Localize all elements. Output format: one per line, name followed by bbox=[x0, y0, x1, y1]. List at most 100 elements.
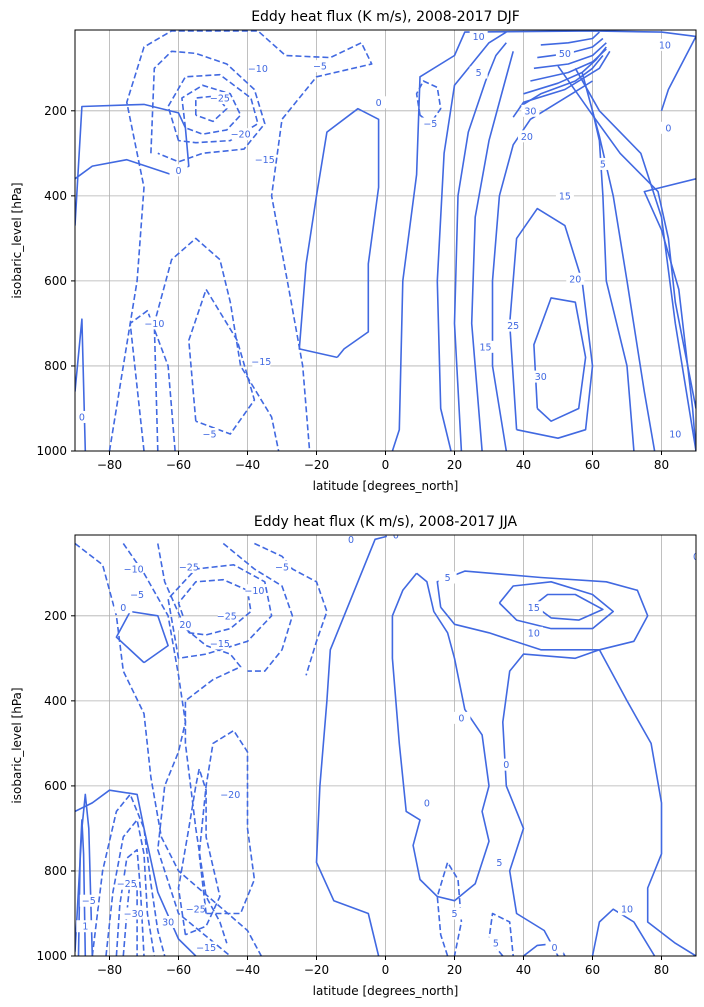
contour-positive bbox=[540, 31, 600, 46]
contour-label: 10 bbox=[659, 40, 671, 51]
contour-label-bg bbox=[452, 711, 471, 724]
contour-label: 15 bbox=[559, 191, 571, 202]
contour-label-bg bbox=[438, 571, 457, 584]
contour-label-bg bbox=[490, 856, 509, 869]
contour-label: 0 bbox=[393, 531, 399, 542]
contour-label-bg bbox=[210, 92, 229, 105]
contour-label: 30 bbox=[524, 106, 536, 117]
contour-label: −15 bbox=[210, 639, 230, 650]
contour-label-bg bbox=[593, 157, 612, 170]
contour-negative bbox=[108, 30, 373, 451]
contour-label-bg bbox=[169, 164, 188, 177]
y-tick-label: 400 bbox=[44, 189, 67, 203]
contour-label: −5 bbox=[82, 896, 96, 907]
contour-label-bg bbox=[618, 903, 636, 916]
contour-label: 0 bbox=[458, 713, 464, 724]
contour-label: 20 bbox=[569, 274, 581, 285]
contour-label-bg bbox=[245, 584, 264, 597]
contour-label: −10 bbox=[248, 64, 268, 75]
contour-positive bbox=[591, 110, 635, 451]
contour-label: 5 bbox=[493, 939, 499, 950]
contour-label: 20 bbox=[521, 132, 533, 143]
contour-label: 5 bbox=[496, 858, 502, 869]
x-tick-label: 60 bbox=[585, 963, 600, 977]
contour-label-bg bbox=[159, 915, 178, 928]
contour-positive bbox=[519, 54, 604, 108]
contour-label: −20 bbox=[231, 130, 251, 141]
contour-label: 0 bbox=[693, 552, 699, 563]
contour-positive bbox=[315, 535, 393, 956]
contour-label-bg bbox=[252, 355, 271, 368]
jja-panel: 0 00−10−50−2520−25−10−5−15−2051510000−25−… bbox=[10, 514, 699, 998]
contour-label: 10 bbox=[473, 32, 485, 43]
contour-label: −25 bbox=[210, 94, 230, 105]
contour-label: −15 bbox=[196, 943, 216, 954]
contour-label: −10 bbox=[144, 319, 164, 330]
contour-label: 5 bbox=[476, 68, 482, 79]
x-tick-label: 40 bbox=[516, 963, 531, 977]
x-tick-label: −80 bbox=[97, 458, 122, 472]
djf-y-axis-label: isobaric_level [hPa] bbox=[10, 182, 24, 298]
y-tick-label: 600 bbox=[44, 779, 67, 793]
y-tick-label: 1000 bbox=[36, 949, 67, 963]
contour-positive bbox=[436, 570, 649, 651]
contour-negative bbox=[181, 84, 242, 135]
contour-label: −15 bbox=[251, 357, 271, 368]
contour-negative bbox=[150, 50, 266, 163]
contour-label-bg bbox=[117, 877, 136, 890]
contour-positive bbox=[453, 42, 507, 451]
contour-label: 0 bbox=[348, 535, 354, 546]
contour-label-bg bbox=[555, 47, 574, 60]
x-tick-label: 20 bbox=[447, 458, 462, 472]
contour-label-bg bbox=[545, 941, 564, 954]
contour-label: 0 bbox=[503, 760, 509, 771]
contour-label: −5 bbox=[313, 62, 327, 73]
contour-label: 5 bbox=[451, 909, 457, 920]
contour-negative bbox=[75, 542, 263, 956]
contour-label: 20 bbox=[179, 620, 191, 631]
contour-label: 30 bbox=[162, 917, 174, 928]
y-tick-label: 200 bbox=[44, 609, 67, 623]
contour-label-bg bbox=[469, 30, 488, 43]
y-tick-label: 800 bbox=[44, 359, 67, 373]
contour-label-bg bbox=[524, 601, 543, 614]
x-tick-label: −20 bbox=[304, 963, 329, 977]
contour-positive bbox=[508, 207, 594, 439]
contour-label-bg bbox=[255, 153, 274, 166]
contour-label-bg bbox=[124, 907, 143, 920]
contour-label: −5 bbox=[130, 590, 144, 601]
y-tick-label: 1000 bbox=[36, 444, 67, 458]
contour-label: −10 bbox=[124, 565, 144, 576]
contour-label-bg bbox=[342, 535, 360, 546]
contour-negative bbox=[198, 729, 256, 915]
contour-label-bg bbox=[421, 117, 440, 130]
contour-label-bg bbox=[217, 609, 236, 622]
contour-label-bg bbox=[687, 550, 696, 563]
contour-label-bg bbox=[417, 796, 436, 809]
contour-label-bg bbox=[145, 317, 164, 330]
contour-negative bbox=[436, 861, 463, 956]
x-tick-label: 80 bbox=[654, 963, 669, 977]
contour-label: 15 bbox=[480, 342, 492, 353]
contour-positive bbox=[498, 581, 614, 630]
x-tick-label: 0 bbox=[382, 963, 390, 977]
contour-label: 0 bbox=[175, 166, 181, 177]
x-tick-label: 40 bbox=[516, 458, 531, 472]
contour-label-bg bbox=[231, 128, 250, 141]
contour-label: 30 bbox=[535, 372, 547, 383]
contour-negative bbox=[153, 237, 280, 451]
contour-positive bbox=[533, 297, 587, 422]
contour-label-bg bbox=[555, 189, 574, 202]
x-tick-label: −40 bbox=[235, 458, 260, 472]
contour-label: −5 bbox=[203, 429, 217, 440]
x-tick-label: −60 bbox=[166, 458, 191, 472]
contour-lines: 0 00−10−50−2520−25−10−5−15−2051510000−25−… bbox=[75, 531, 699, 956]
contour-label-bg bbox=[524, 626, 543, 639]
contour-label-bg bbox=[186, 903, 205, 916]
contour-negative bbox=[122, 543, 231, 956]
contour-label-bg bbox=[179, 560, 198, 573]
contour-label: 10 bbox=[621, 905, 633, 916]
contour-label-bg bbox=[469, 66, 488, 79]
contour-label-bg bbox=[114, 601, 133, 614]
contour-label-bg bbox=[476, 340, 495, 353]
